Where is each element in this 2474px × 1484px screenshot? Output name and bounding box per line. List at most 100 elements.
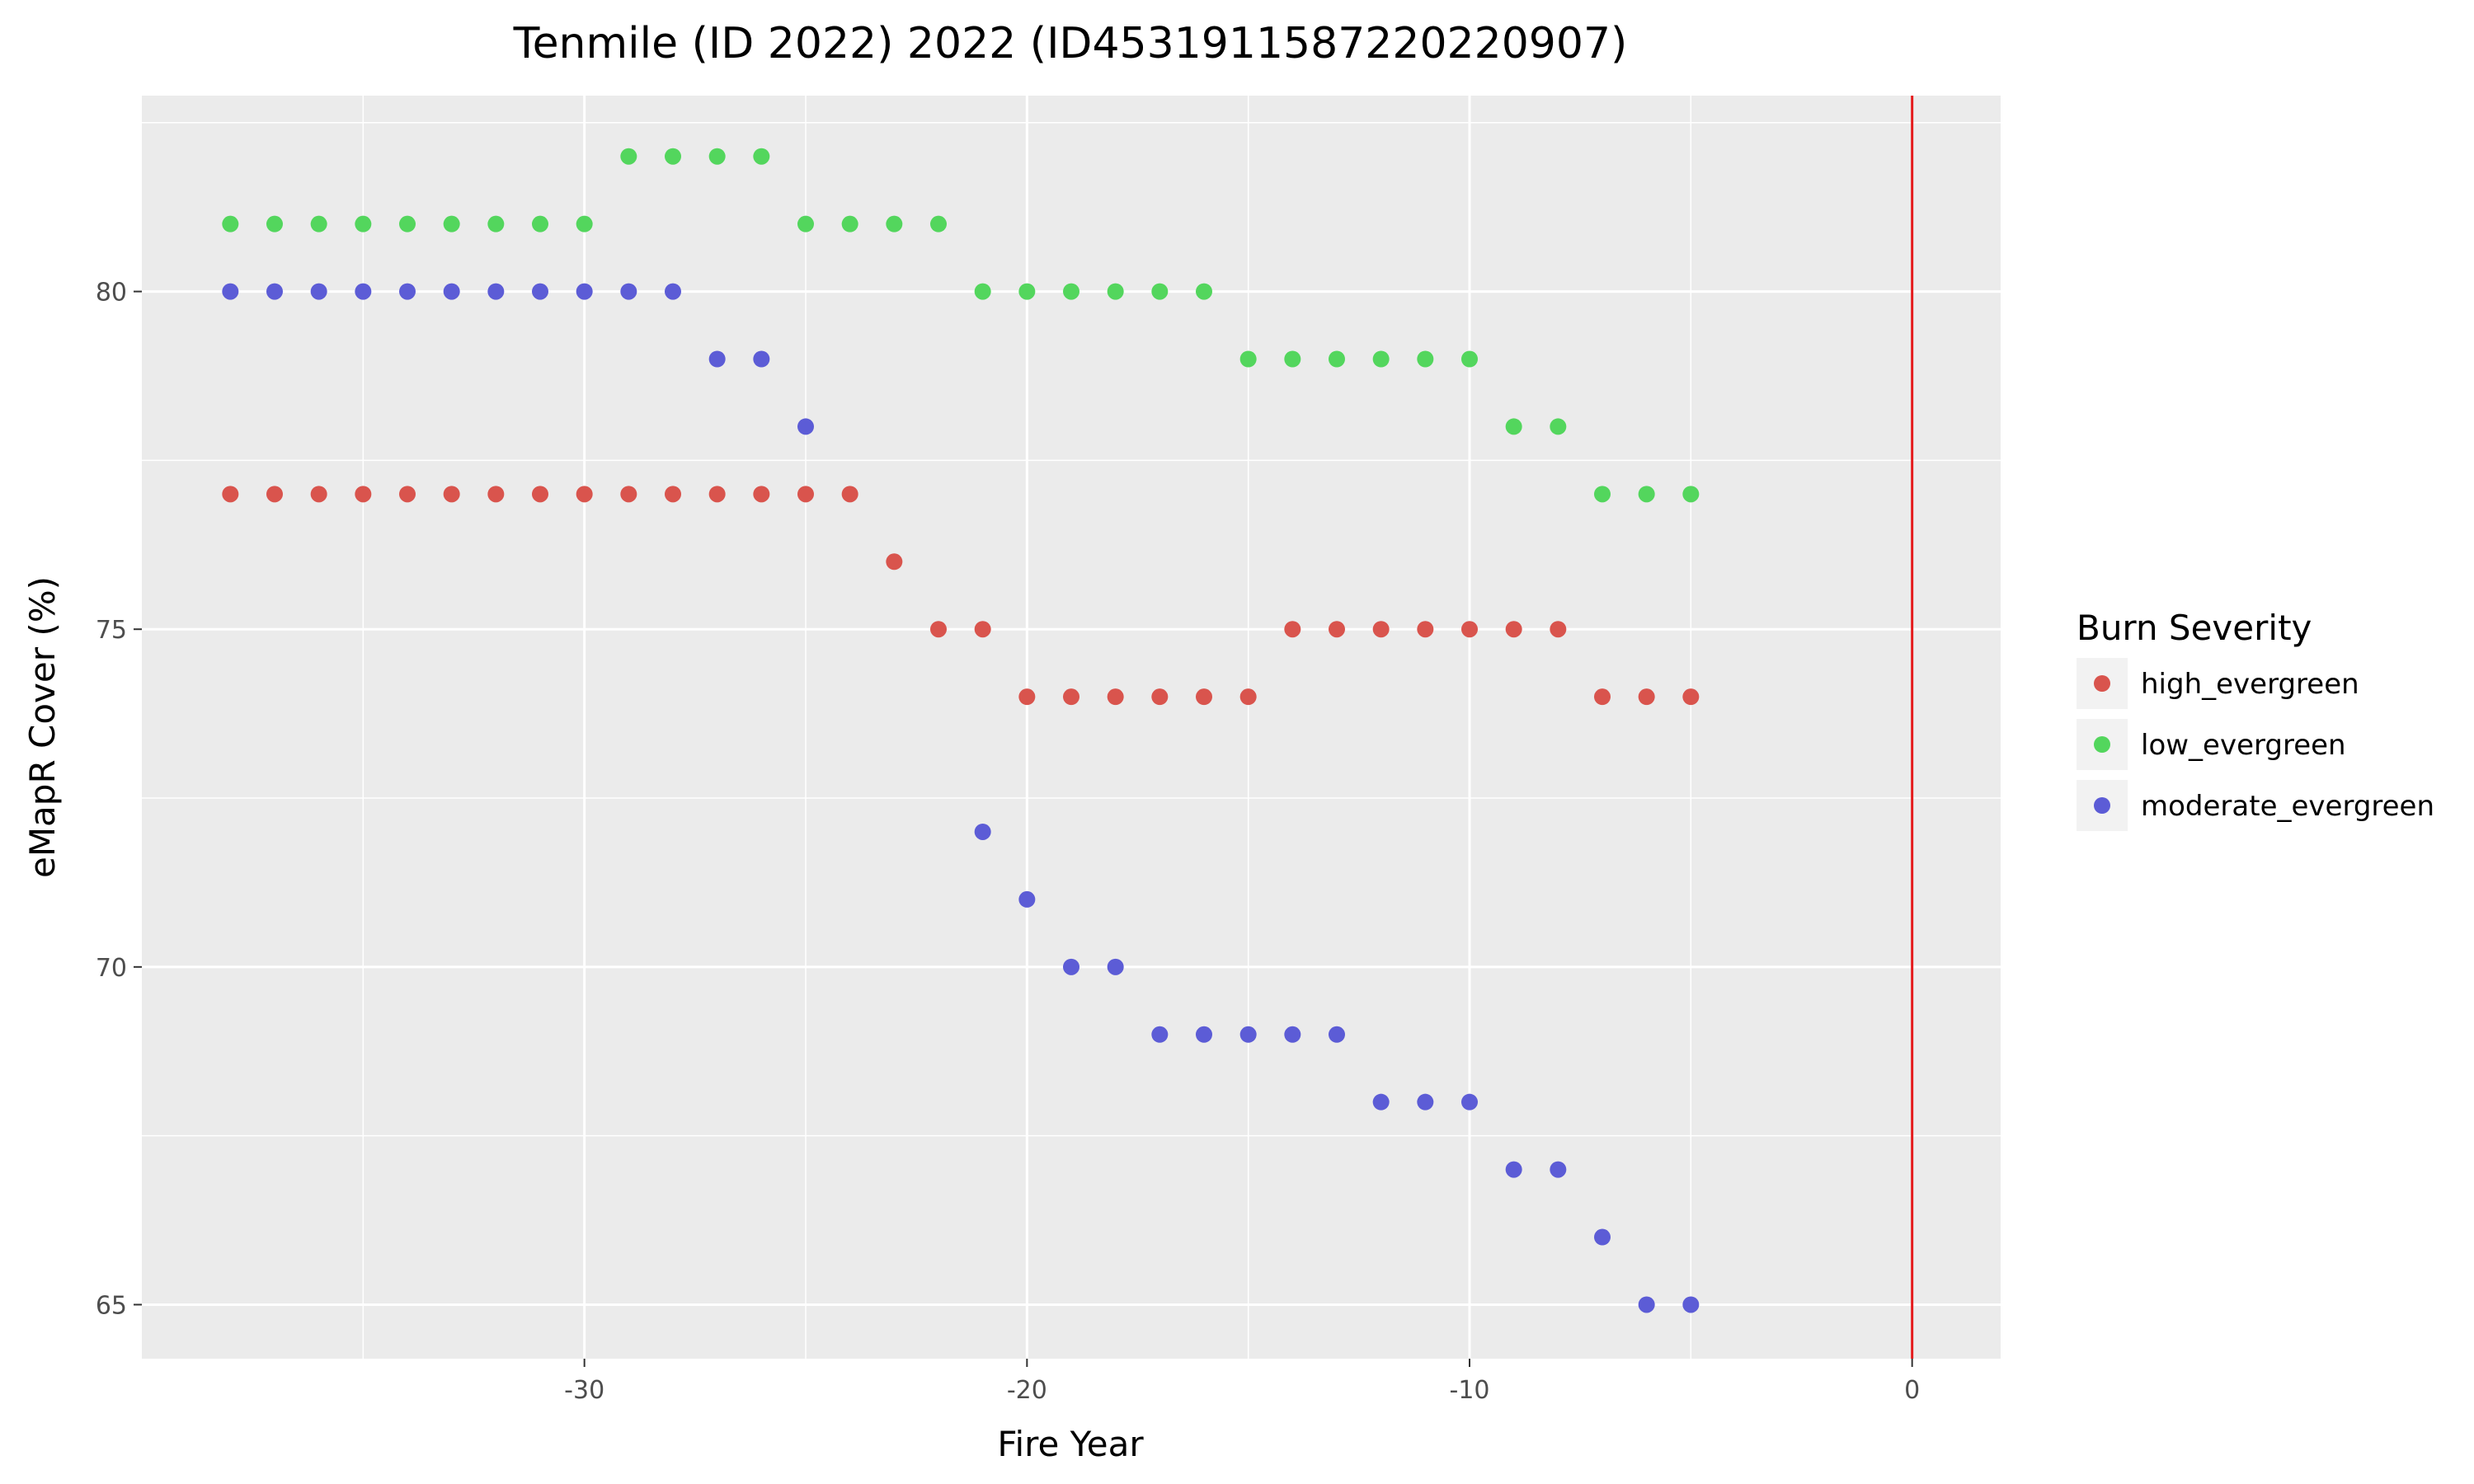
x-tick-label: -30 [564, 1376, 604, 1405]
series-moderate_evergreen [222, 283, 1700, 1313]
data-point-low_evergreen [1107, 283, 1124, 300]
data-point-high_evergreen [355, 486, 372, 503]
data-point-moderate_evergreen [1107, 958, 1124, 975]
data-point-high_evergreen [930, 621, 947, 638]
minor-gridlines [142, 96, 2001, 1359]
data-point-low_evergreen [1505, 418, 1522, 435]
data-point-high_evergreen [1239, 688, 1257, 706]
data-point-low_evergreen [576, 215, 593, 232]
data-point-moderate_evergreen [222, 283, 239, 300]
data-point-low_evergreen [1151, 283, 1169, 300]
data-point-moderate_evergreen [487, 283, 505, 300]
data-point-low_evergreen [753, 148, 770, 165]
data-point-low_evergreen [1196, 283, 1212, 300]
data-point-high_evergreen [310, 486, 327, 503]
data-point-high_evergreen [576, 486, 593, 503]
x-axis-ticks: -30 -20 -10 0 [564, 1359, 1920, 1405]
data-point-low_evergreen [355, 215, 372, 232]
data-point-low_evergreen [665, 148, 681, 165]
chart-title: Tenmile (ID 2022) 2022 (ID45319115872202… [513, 19, 1628, 68]
data-point-low_evergreen [1063, 283, 1079, 300]
data-point-low_evergreen [310, 215, 327, 232]
data-point-low_evergreen [886, 215, 903, 232]
data-points [222, 148, 1700, 1313]
data-point-moderate_evergreen [665, 283, 681, 300]
data-point-high_evergreen [797, 486, 814, 503]
data-point-moderate_evergreen [1372, 1093, 1390, 1111]
legend-title: Burn Severity [2077, 608, 2312, 648]
data-point-low_evergreen [1594, 486, 1611, 503]
data-point-low_evergreen [532, 215, 548, 232]
data-point-moderate_evergreen [753, 350, 770, 368]
data-point-high_evergreen [266, 486, 283, 503]
data-point-high_evergreen [1151, 688, 1169, 706]
data-point-moderate_evergreen [355, 283, 372, 300]
x-tick-label: -10 [1450, 1376, 1490, 1405]
data-point-high_evergreen [753, 486, 770, 503]
data-point-moderate_evergreen [1329, 1026, 1345, 1043]
data-point-low_evergreen [487, 215, 505, 232]
data-point-low_evergreen [708, 148, 726, 165]
data-point-low_evergreen [620, 148, 637, 165]
data-point-high_evergreen [841, 486, 858, 503]
x-tick-label: -20 [1007, 1376, 1047, 1405]
y-tick-label: 80 [96, 279, 127, 308]
data-point-moderate_evergreen [797, 418, 814, 435]
data-point-high_evergreen [1638, 688, 1655, 706]
legend-label: moderate_evergreen [2141, 790, 2434, 823]
data-point-low_evergreen [1372, 350, 1390, 368]
data-point-moderate_evergreen [310, 283, 327, 300]
data-point-low_evergreen [1461, 350, 1478, 368]
data-point-high_evergreen [222, 486, 239, 503]
data-point-low_evergreen [1329, 350, 1345, 368]
data-point-low_evergreen [1018, 283, 1036, 300]
series-low_evergreen [222, 148, 1700, 503]
data-point-moderate_evergreen [266, 283, 283, 300]
y-axis-ticks: 65 70 75 80 [96, 279, 142, 1320]
data-point-moderate_evergreen [620, 283, 637, 300]
data-point-high_evergreen [1594, 688, 1611, 706]
y-tick-label: 65 [96, 1291, 127, 1320]
data-point-low_evergreen [1550, 418, 1567, 435]
data-point-moderate_evergreen [1196, 1026, 1212, 1043]
data-point-high_evergreen [620, 486, 637, 503]
data-point-high_evergreen [1461, 621, 1478, 638]
data-point-moderate_evergreen [1284, 1026, 1301, 1043]
data-point-low_evergreen [1638, 486, 1655, 503]
data-point-high_evergreen [532, 486, 548, 503]
data-point-moderate_evergreen [708, 350, 726, 368]
legend-marker [2094, 736, 2110, 753]
data-point-moderate_evergreen [1461, 1093, 1478, 1111]
data-point-low_evergreen [1417, 350, 1434, 368]
legend: Burn Severity high_evergreen low_evergree… [2077, 608, 2434, 831]
data-point-moderate_evergreen [443, 283, 460, 300]
data-point-low_evergreen [974, 283, 991, 300]
data-point-moderate_evergreen [1682, 1296, 1700, 1313]
data-point-high_evergreen [1018, 688, 1036, 706]
data-point-moderate_evergreen [1505, 1161, 1522, 1178]
data-point-high_evergreen [1107, 688, 1124, 706]
data-point-moderate_evergreen [974, 823, 991, 840]
data-point-moderate_evergreen [1151, 1026, 1169, 1043]
data-point-high_evergreen [443, 486, 460, 503]
data-point-high_evergreen [1196, 688, 1212, 706]
data-point-high_evergreen [1505, 621, 1522, 638]
legend-label: low_evergreen [2141, 729, 2346, 762]
data-point-high_evergreen [1682, 688, 1700, 706]
data-point-high_evergreen [886, 553, 903, 571]
data-point-moderate_evergreen [1594, 1228, 1611, 1246]
data-point-low_evergreen [1682, 486, 1700, 503]
data-point-high_evergreen [1329, 621, 1345, 638]
y-tick-label: 75 [96, 616, 127, 645]
data-point-high_evergreen [1417, 621, 1434, 638]
data-point-low_evergreen [841, 215, 858, 232]
data-point-moderate_evergreen [1063, 958, 1079, 975]
data-point-moderate_evergreen [1018, 890, 1036, 908]
data-point-high_evergreen [1063, 688, 1079, 706]
legend-marker [2094, 675, 2110, 692]
data-point-moderate_evergreen [1239, 1026, 1257, 1043]
data-point-low_evergreen [399, 215, 416, 232]
data-point-low_evergreen [1284, 350, 1301, 368]
